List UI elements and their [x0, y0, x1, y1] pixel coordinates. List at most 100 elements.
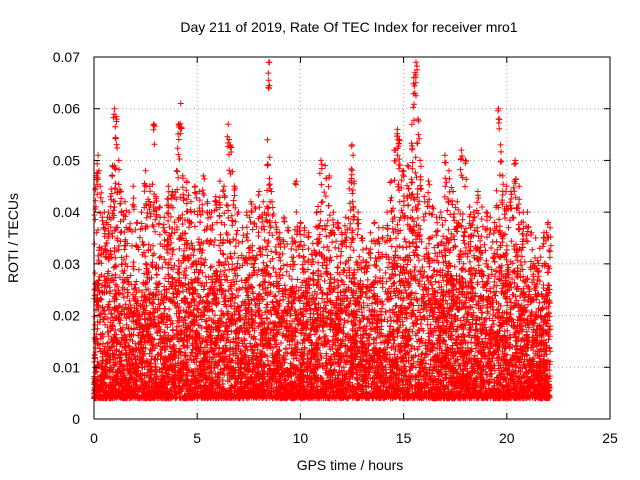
data-point: [346, 300, 353, 307]
data-point: [126, 297, 133, 304]
data-point: [171, 219, 178, 226]
data-point: [326, 212, 333, 219]
data-point: [459, 211, 466, 217]
data-point: [396, 198, 403, 205]
data-point: [520, 273, 527, 280]
data-point: [108, 254, 115, 261]
data-point: [394, 244, 401, 250]
data-point: [250, 264, 257, 271]
data-point: [140, 242, 147, 249]
data-point: [387, 275, 394, 282]
data-point: [318, 199, 325, 206]
data-point: [229, 218, 236, 225]
data-point: [262, 246, 269, 253]
data-point: [131, 326, 137, 333]
data-point: [116, 320, 123, 327]
data-point: [156, 254, 163, 261]
data-point: [503, 256, 510, 263]
data-point: [232, 243, 239, 250]
data-point: [393, 235, 399, 242]
data-point: [399, 244, 406, 251]
data-point: [324, 262, 330, 268]
data-point: [283, 268, 290, 275]
data-point: [372, 263, 379, 270]
data-point: [271, 293, 278, 300]
data-point: [159, 264, 166, 271]
data-point: [95, 252, 102, 259]
data-point: [266, 175, 273, 182]
data-point: [412, 264, 419, 270]
data-point: [223, 202, 230, 208]
data-point: [406, 300, 413, 307]
data-point: [414, 215, 421, 221]
data-point: [122, 343, 129, 350]
data-point: [463, 225, 469, 232]
data-point: [299, 246, 306, 253]
data-point: [293, 247, 300, 253]
data-point: [340, 330, 347, 337]
data-point: [443, 317, 450, 324]
data-point: [461, 229, 468, 236]
data-point: [92, 286, 99, 292]
data-point: [220, 251, 227, 258]
data-point: [415, 257, 422, 264]
data-point: [391, 279, 398, 286]
data-point: [266, 182, 273, 189]
data-point: [388, 243, 395, 250]
data-point: [211, 242, 217, 248]
data-point: [142, 261, 149, 268]
data-point: [297, 306, 304, 313]
data-point: [99, 290, 106, 296]
data-point: [107, 224, 114, 231]
data-point: [396, 272, 403, 279]
data-point: [430, 267, 437, 274]
data-point: [333, 253, 340, 260]
data-point: [288, 276, 295, 283]
data-point: [105, 306, 112, 313]
data-points: [91, 59, 554, 402]
data-point: [350, 247, 357, 254]
data-point: [535, 260, 542, 267]
data-point: [280, 330, 287, 337]
data-point: [261, 237, 268, 243]
data-point: [417, 226, 424, 233]
data-point: [203, 279, 210, 286]
data-point: [366, 340, 373, 347]
data-point: [141, 270, 148, 277]
data-point: [127, 272, 134, 279]
data-point: [471, 369, 478, 375]
data-point: [272, 269, 279, 276]
data-point: [467, 271, 474, 278]
data-point: [483, 315, 490, 322]
data-point: [195, 301, 202, 307]
data-point: [478, 309, 485, 316]
data-point: [181, 247, 187, 254]
data-point: [253, 252, 260, 259]
data-point: [298, 284, 305, 291]
data-point: [398, 177, 405, 184]
data-point: [91, 334, 98, 341]
data-point: [314, 291, 320, 297]
data-point: [285, 294, 292, 301]
data-point: [293, 355, 300, 362]
data-point: [248, 334, 255, 341]
data-point: [264, 203, 270, 210]
data-point: [424, 321, 431, 328]
data-point: [278, 340, 284, 346]
data-point: [466, 247, 473, 254]
data-point: [418, 295, 425, 302]
data-point: [92, 270, 98, 277]
data-point: [514, 205, 521, 211]
data-point: [446, 304, 453, 311]
data-point: [98, 260, 105, 267]
data-point: [316, 231, 323, 238]
data-point: [336, 369, 343, 376]
data-point: [333, 238, 340, 245]
data-point: [349, 190, 356, 197]
data-point: [276, 254, 282, 261]
data-point: [364, 276, 371, 283]
data-point: [323, 265, 329, 272]
data-point: [421, 268, 428, 275]
data-point: [315, 259, 322, 266]
data-point: [327, 254, 334, 261]
